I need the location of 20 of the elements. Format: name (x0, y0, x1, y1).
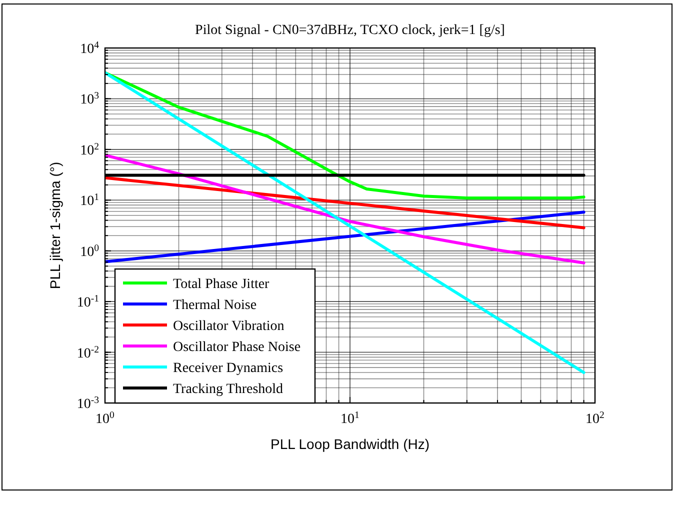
chart-title: Pilot Signal - CN0=37dBHz, TCXO clock, jerk=1 [g/s] (195, 23, 505, 38)
legend-label: Oscillator Vibration (173, 319, 284, 334)
y-tick-label: 10$^{3}$ (80, 90, 100, 108)
legend-label: Tracking Threshold (173, 382, 284, 397)
y-tick-label: 10$^{4}$ (80, 40, 100, 57)
y-axis-title: PLL jitter 1-sigma (°) (47, 162, 63, 290)
x-tick-label: 10$^{0}$ (96, 410, 115, 427)
legend-label: Receiver Dynamics (173, 361, 284, 376)
y-tick-label: 10$^{2}$ (80, 140, 100, 158)
legend-label: Total Phase Jitter (173, 277, 270, 292)
y-tick-label: 10$^{0}$ (80, 242, 100, 260)
legend-label: Thermal Noise (173, 298, 257, 313)
y-tick-label: 10$^{1}$ (80, 192, 100, 210)
x-tick-label: 10$^{2}$ (586, 410, 605, 427)
x-tick-label: 10$^{1}$ (340, 410, 360, 427)
y-tick-label: 10$^{-3}$ (76, 394, 100, 412)
y-tick-label: 10$^{-2}$ (76, 344, 100, 362)
y-tick-label: 10$^{-1}$ (76, 293, 100, 311)
legend-label: Oscillator Phase Noise (173, 340, 301, 355)
x-axis-title: PLL Loop Bandwidth (Hz) (270, 436, 430, 452)
